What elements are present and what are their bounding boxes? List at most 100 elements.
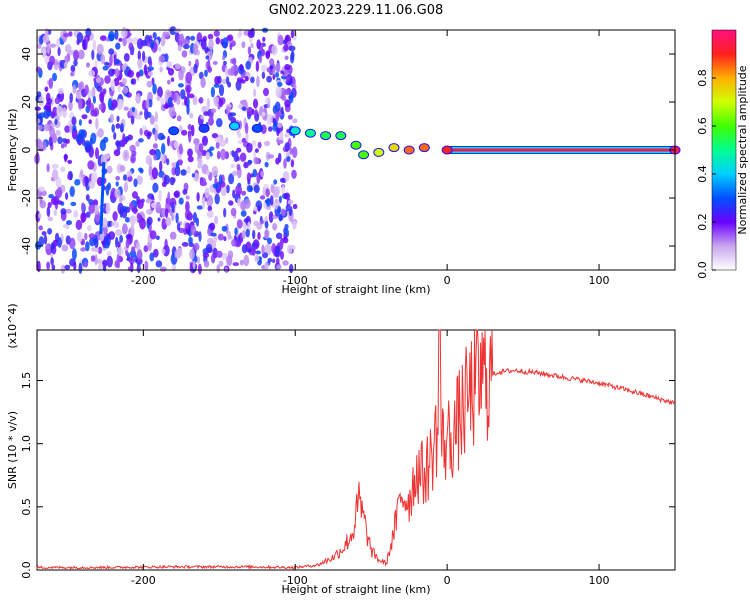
noise-blob [72, 84, 77, 94]
noise-blob [95, 147, 99, 160]
noise-blob [246, 142, 253, 153]
noise-blob [145, 155, 152, 165]
noise-blob [50, 257, 54, 266]
noise-blob [267, 154, 275, 159]
noise-blob [192, 43, 198, 56]
noise-blob [181, 50, 188, 58]
noise-blob [121, 78, 127, 85]
noise-blob [103, 136, 109, 143]
noise-blob [78, 119, 82, 126]
noise-blob [53, 209, 58, 216]
noise-blob [84, 84, 89, 95]
noise-blob [51, 169, 59, 181]
noise-blob [264, 229, 269, 239]
noise-blob [75, 90, 82, 100]
noise-blob [132, 191, 138, 199]
noise-blob [246, 172, 251, 183]
noise-blob [186, 86, 190, 98]
noise-blob [272, 73, 276, 80]
noise-blob [73, 49, 79, 61]
figure-title: GN02.2023.229.11.06.G08 [269, 3, 444, 18]
noise-blob [287, 244, 293, 255]
noise-blob [151, 202, 156, 208]
noise-blob [250, 173, 254, 178]
noise-blob [187, 148, 193, 157]
colorbar-tick-label: 0.4 [696, 165, 709, 183]
noise-blob [187, 155, 194, 163]
x-tick-label: 0 [444, 274, 451, 287]
ridge-point [358, 150, 370, 160]
noise-blob [37, 43, 42, 49]
noise-blob [131, 150, 137, 157]
noise-blob [257, 231, 261, 240]
noise-blob [122, 86, 129, 94]
noise-blob [283, 44, 289, 52]
noise-blob [60, 143, 65, 149]
noise-blob [112, 211, 118, 222]
noise-blob [100, 154, 108, 165]
noise-blob [206, 169, 210, 176]
noise-blob [192, 96, 198, 106]
noise-blob [222, 55, 226, 61]
noise-blob [42, 140, 47, 151]
noise-blob [127, 175, 133, 182]
noise-blob [146, 111, 152, 118]
noise-blob [277, 206, 282, 214]
noise-blob [223, 236, 227, 242]
noise-blob [167, 191, 171, 204]
noise-blob [65, 192, 69, 200]
noise-blob [277, 139, 284, 144]
noise-blob [61, 244, 69, 252]
noise-blob [114, 29, 119, 40]
noise-blob [255, 60, 260, 72]
noise-blob [99, 91, 105, 103]
noise-blob [266, 197, 271, 207]
noise-blob [155, 201, 162, 213]
noise-blob [216, 250, 223, 258]
noise-blob [119, 235, 123, 243]
noise-blob [92, 95, 96, 104]
noise-blob [126, 170, 133, 177]
noise-blob [284, 223, 289, 230]
noise-blob [287, 199, 294, 205]
snr-series-line [36, 329, 676, 570]
noise-blob [98, 263, 104, 271]
noise-blob [139, 111, 143, 116]
noise-blob [80, 169, 84, 178]
noise-blob [143, 245, 149, 253]
noise-blob [230, 65, 234, 76]
noise-blob [277, 122, 283, 128]
noise-blob [53, 58, 59, 71]
noise-blob [181, 242, 189, 247]
noise-blob [45, 92, 51, 102]
noise-blob [143, 64, 148, 76]
noise-blob [146, 131, 151, 140]
noise-blob [185, 71, 193, 84]
noise-blob [216, 264, 221, 273]
noise-blob [38, 212, 42, 219]
noise-blob [260, 219, 265, 224]
noise-blob [178, 69, 184, 81]
noise-blob [55, 176, 62, 189]
noise-blob [116, 115, 120, 123]
noise-blob [75, 134, 83, 144]
ridge-point [441, 145, 453, 155]
noise-blob [268, 211, 274, 224]
noise-blob [264, 221, 269, 229]
noise-blob [207, 33, 214, 40]
noise-blob [144, 260, 149, 272]
noise-blob [182, 188, 188, 195]
noise-blob [239, 259, 244, 266]
noise-blob [117, 84, 121, 93]
snr-y-axis-label: SNR (10 * v/v) [6, 411, 19, 489]
noise-blob [232, 64, 239, 77]
noise-blob [196, 192, 200, 202]
noise-blob [51, 264, 56, 271]
noise-blob [269, 195, 274, 206]
noise-blob [269, 58, 275, 66]
y-tick-label: -20 [20, 189, 33, 207]
noise-blob [286, 75, 290, 83]
noise-blob [89, 237, 96, 247]
noise-blob [228, 200, 234, 206]
